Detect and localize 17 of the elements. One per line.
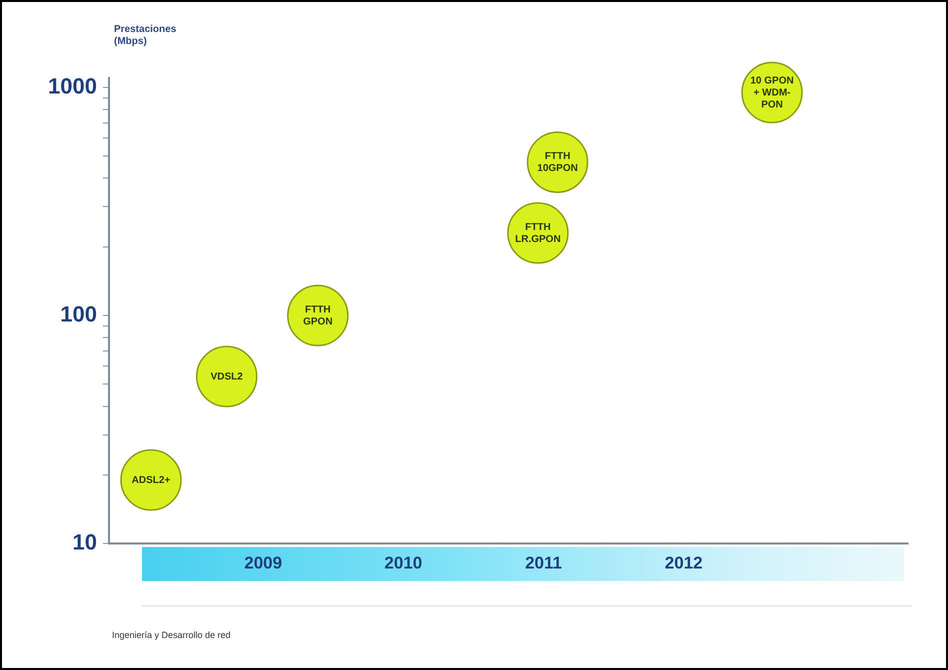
y-tick-label: 1000 [48,74,97,99]
x-tick-label: 2012 [664,553,703,572]
annotation: FTTH LR.GPON [515,222,561,245]
x-tick-label: 2010 [384,553,422,572]
x-tick-label: 2009 [244,553,282,572]
annotation: FTTH GPON [303,304,333,328]
text: Ingeniería y Desarrollo de red [112,630,231,640]
annotation: ADSL2+ [132,474,170,486]
annotation: 10 GPON + WDM- PON [750,75,794,110]
point [196,346,258,408]
y-axis-title: Prestaciones (Mbps) [114,24,178,48]
annotation: VDSL2 [210,371,244,382]
y-tick-label: 100 [60,302,97,327]
y-tick-label: 10 [72,530,97,555]
x-tick-label: 2011 [525,553,562,572]
point [120,449,182,511]
annotation: FTTH 10GPON [537,150,578,174]
